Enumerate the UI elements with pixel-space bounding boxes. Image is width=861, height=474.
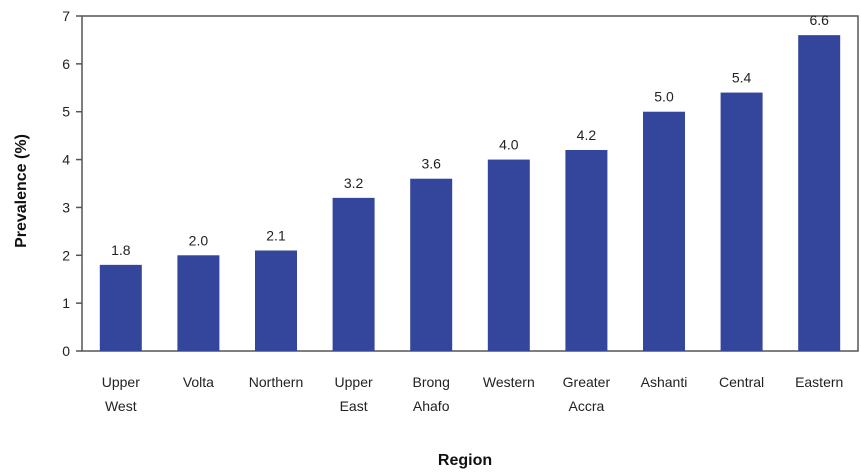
bar	[565, 150, 608, 351]
bar	[410, 178, 453, 351]
y-tick-label: 4	[62, 152, 70, 168]
x-category-label: Northern	[249, 374, 303, 390]
x-category-label: Brong	[413, 374, 450, 390]
bar	[255, 250, 297, 351]
data-label: 1.8	[111, 242, 131, 258]
x-category-label: Eastern	[795, 374, 843, 390]
x-category-label: Ahafo	[413, 398, 450, 414]
bar	[798, 35, 841, 352]
bar	[99, 264, 142, 351]
bar	[332, 197, 375, 351]
y-tick-label: 3	[62, 199, 70, 215]
data-label: 4.2	[577, 127, 597, 143]
y-tick-label: 0	[62, 343, 70, 359]
bar	[643, 111, 685, 351]
data-label: 5.0	[654, 89, 674, 105]
plot-frame	[81, 15, 859, 352]
x-category-label: Western	[483, 374, 535, 390]
data-label: 5.4	[732, 70, 752, 86]
x-category-label: Greater	[563, 374, 611, 390]
data-label: 6.6	[809, 12, 829, 28]
x-category-label: Volta	[183, 374, 214, 390]
bar	[177, 255, 220, 351]
y-axis-title: Prevalence (%)	[13, 134, 30, 248]
data-label: 3.2	[344, 175, 364, 191]
data-label: 2.1	[266, 228, 286, 244]
data-label: 4.0	[499, 137, 519, 153]
x-category-label: Accra	[569, 398, 605, 414]
x-category-label: Ashanti	[641, 374, 688, 390]
y-tick-label: 7	[62, 8, 70, 24]
x-axis-title: Region	[438, 452, 492, 469]
x-category-label: East	[340, 398, 368, 414]
data-label: 3.6	[421, 156, 441, 172]
x-category-label: Central	[719, 374, 764, 390]
bar	[720, 92, 763, 352]
y-tick-label: 2	[62, 247, 70, 263]
y-tick-label: 5	[62, 104, 70, 120]
bar	[487, 159, 530, 351]
plot-area: 0 1 2 3 4 5 6 7 1.8 Upper West 2.0 Volta 2.1 Northern 3…	[62, 8, 859, 414]
x-category-label: Upper	[102, 374, 140, 390]
y-tick-label: 6	[62, 56, 70, 72]
x-category-label: West	[105, 398, 137, 414]
data-label: 2.0	[189, 232, 209, 248]
x-category-label: Upper	[335, 374, 373, 390]
y-tick-label: 1	[62, 295, 70, 311]
